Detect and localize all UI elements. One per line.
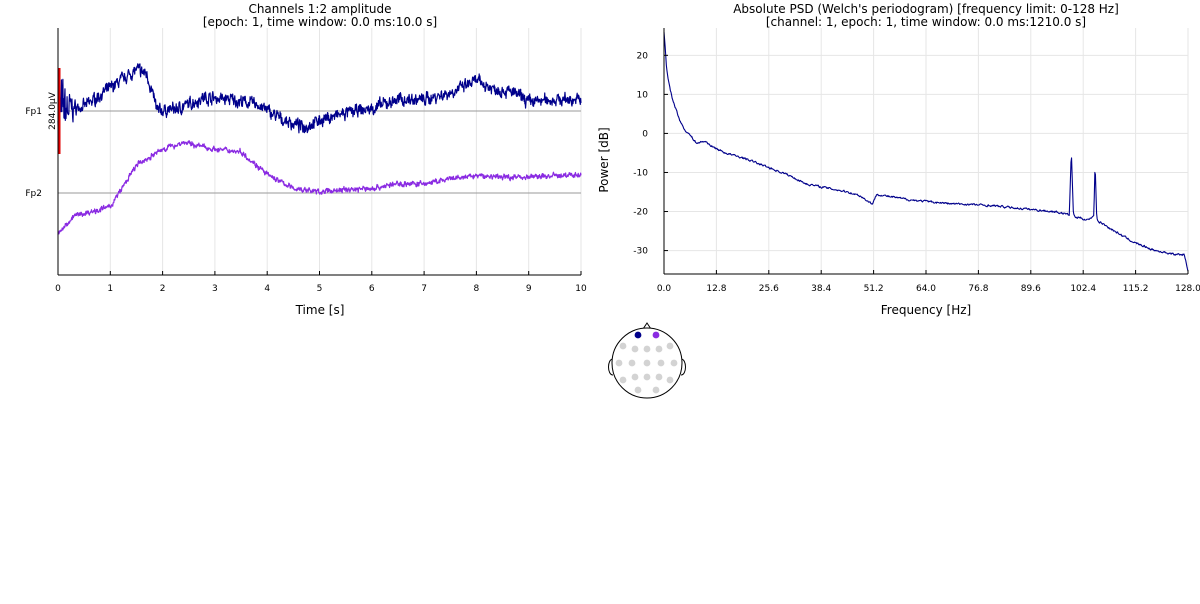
- amplitude-subtitle: [epoch: 1, time window: 0.0 ms:10.0 s]: [203, 15, 437, 29]
- electrode: [631, 373, 639, 381]
- electrode: [643, 359, 651, 367]
- psd-x-tick-label: 89.6: [1021, 284, 1041, 294]
- electrode-fp1: [634, 331, 642, 339]
- psd-x-tick-label: 12.8: [706, 284, 726, 294]
- amplitude-x-tick-label: 0: [55, 284, 61, 294]
- electrode-fp2: [652, 331, 660, 339]
- amplitude-x-tick-label: 1: [107, 284, 113, 294]
- electrode: [666, 342, 674, 350]
- psd-title: Absolute PSD (Welch's periodogram) [freq…: [733, 2, 1119, 16]
- trace-fp1: [57, 63, 582, 142]
- psd-x-tick-label: 25.6: [759, 284, 779, 294]
- channel-label-fp1: Fp1: [25, 107, 42, 117]
- electrode: [655, 373, 663, 381]
- amplitude-grid: [57, 28, 582, 275]
- psd-x-tick-label: 128.0: [1175, 284, 1200, 294]
- psd-x-axis-label: Frequency [Hz]: [881, 303, 972, 317]
- amplitude-x-axis-label: Time [s]: [295, 303, 345, 317]
- psd-grid: [663, 28, 1189, 274]
- psd-trace: [663, 31, 1189, 272]
- psd-y-tick-label: -30: [633, 247, 648, 257]
- amplitude-title: Channels 1:2 amplitude: [248, 2, 391, 16]
- psd-x-tick-label: 76.8: [968, 284, 988, 294]
- electrode: [615, 359, 623, 367]
- electrode: [655, 345, 663, 353]
- psd-y-axis-label: Power [dB]: [597, 127, 611, 192]
- amplitude-scale-label: 284.0μV: [48, 91, 58, 129]
- amplitude-x-tick-label: 5: [317, 284, 323, 294]
- amplitude-panel: Channels 1:2 amplitude [epoch: 1, time w…: [25, 2, 587, 317]
- amplitude-x-tick-label: 10: [575, 284, 587, 294]
- amplitude-x-tick-label: 9: [526, 284, 532, 294]
- electrode: [619, 342, 627, 350]
- electrode: [657, 359, 665, 367]
- electrode: [666, 376, 674, 384]
- psd-panel: Absolute PSD (Welch's periodogram) [freq…: [597, 2, 1200, 317]
- electrode: [643, 373, 651, 381]
- amplitude-x-tick-label: 4: [264, 284, 270, 294]
- psd-x-tick-label: 0.0: [657, 284, 672, 294]
- psd-y-tick-label: 0: [642, 129, 648, 139]
- psd-y-tick-label: 20: [637, 51, 649, 61]
- electrode: [643, 345, 651, 353]
- psd-x-tick-label: 64.0: [916, 284, 936, 294]
- electrodes: [615, 331, 678, 394]
- amplitude-x-tick-label: 3: [212, 284, 218, 294]
- amplitude-x-ticks: 0 1 2 3 4 5 6 7 8 9 10: [55, 271, 587, 294]
- electrode: [670, 359, 678, 367]
- psd-y-tick-label: 10: [637, 90, 649, 100]
- amplitude-x-tick-label: 6: [369, 284, 375, 294]
- psd-y-tick-label: -20: [633, 208, 648, 218]
- psd-traces: [663, 31, 1189, 272]
- psd-y-ticks: 20 10 0 -10 -20 -30: [633, 51, 668, 257]
- electrode: [652, 386, 660, 394]
- electrode: [619, 376, 627, 384]
- psd-x-tick-label: 38.4: [811, 284, 831, 294]
- electrode: [634, 386, 642, 394]
- electrode: [628, 359, 636, 367]
- amplitude-x-tick-label: 8: [474, 284, 480, 294]
- psd-subtitle: [channel: 1, epoch: 1, time window: 0.0 …: [766, 15, 1086, 29]
- psd-x-tick-label: 102.4: [1070, 284, 1096, 294]
- head-nose: [642, 322, 652, 330]
- electrode: [631, 345, 639, 353]
- amplitude-traces: [57, 63, 582, 235]
- trace-fp2: [57, 140, 582, 235]
- channel-label-fp2: Fp2: [25, 189, 42, 199]
- psd-y-tick-label: -10: [633, 168, 648, 178]
- amplitude-x-tick-label: 7: [421, 284, 427, 294]
- psd-x-tick-label: 115.2: [1123, 284, 1149, 294]
- psd-x-tick-label: 51.2: [864, 284, 884, 294]
- amplitude-x-tick-label: 2: [160, 284, 166, 294]
- electrode-head-map: [608, 322, 686, 399]
- psd-x-ticks: 0.0 12.8 25.6 38.4 51.2 64.0 76.8 89.6 102.4 115.…: [657, 270, 1200, 294]
